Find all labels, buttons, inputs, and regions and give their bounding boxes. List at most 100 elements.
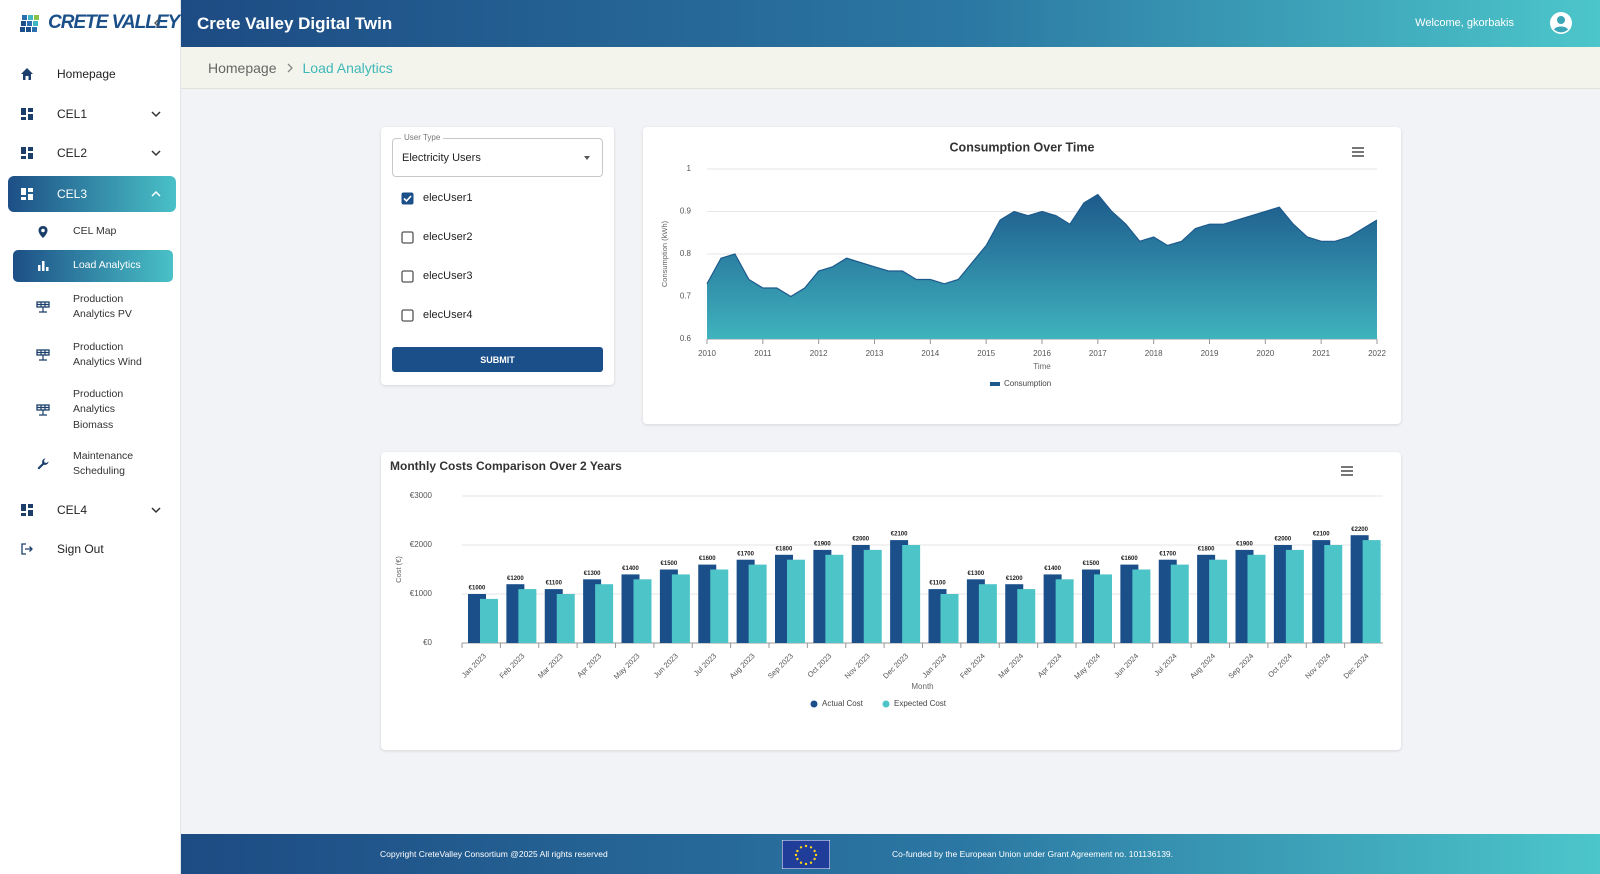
menu-item[interactable]: Sign Out [0,532,181,566]
collapse-button[interactable] [152,17,162,29]
dashboard-icon [21,504,33,516]
legend-label[interactable]: Actual Cost [822,699,864,708]
x-tick-label: Jan 2023 [460,651,488,679]
x-tick-label: Jul 2023 [692,651,718,677]
collapse-icon [151,190,161,197]
data-label: €1200 [507,576,524,582]
menu-item[interactable]: CEL4 [0,493,181,527]
checkbox[interactable] [401,269,414,283]
x-tick-label: Sep 2023 [766,651,795,680]
x-tick-label: Oct 2023 [805,651,833,679]
chart-title: Monthly Costs Comparison Over 2 Years [390,459,622,473]
y-tick-label: 0.9 [680,207,692,216]
checkbox-option[interactable]: elecUser4 [401,307,473,323]
data-label: €1100 [929,581,946,587]
submenu-item[interactable]: Production Analytics Biomass [0,385,181,435]
bar [902,545,921,643]
expand-icon [151,150,161,157]
expand-icon [151,507,161,514]
x-tick-label: Jun 2023 [652,651,680,679]
x-tick-label: 2022 [1368,349,1386,358]
legend-label[interactable]: Expected Cost [894,699,947,708]
x-tick-label: Jun 2024 [1112,651,1140,679]
x-tick-label: 2018 [1145,349,1163,358]
breadcrumb: Homepage Load Analytics [181,47,1600,89]
checkbox[interactable] [401,308,414,322]
checkbox[interactable] [401,230,414,244]
x-tick-label: Sep 2024 [1226,651,1255,680]
menu-item[interactable]: CEL3 [0,177,181,211]
user-avatar[interactable] [1549,11,1573,35]
panel-icon [36,349,50,361]
bar [1017,589,1036,643]
checkbox-option[interactable]: elecUser3 [401,268,473,284]
data-label: €1400 [622,566,639,572]
submenu-item[interactable]: CEL Map [0,222,181,242]
bar [748,564,767,643]
data-label: €1700 [737,551,754,557]
menu-item[interactable]: Homepage [0,57,181,91]
checkbox-option[interactable]: elecUser1 [401,190,473,206]
y-tick-label: 1 [687,164,692,173]
legend-swatch[interactable] [990,382,1000,386]
submenu-item[interactable]: Production Analytics Wind [0,338,181,372]
chart-card: Consumption Over Time 0.6 0.7 0.8 0.9 1 2010 20… [643,127,1401,424]
bar [1324,545,1343,643]
checkbox-option[interactable]: elecUser2 [401,229,473,245]
x-tick-label: Apr 2023 [575,651,603,679]
data-label: €1600 [699,556,716,562]
x-tick-label: Nov 2024 [1303,651,1332,680]
active-highlight [8,176,176,212]
x-axis-label: Time [1033,362,1051,371]
menu-item[interactable]: CEL1 [0,97,181,131]
bar-chart: Monthly Costs Comparison Over 2 Years €0 €… [390,459,1383,708]
checkbox[interactable] [401,192,414,205]
submenu-item[interactable]: Production Analytics PV [0,290,181,324]
y-tick-label: €2000 [410,540,433,549]
x-tick-label: Jan 2024 [920,651,948,679]
sidebar: CRETE VALLEY Homepage CEL1 CEL2 CEL3 CEL… [0,0,181,874]
breadcrumb-separator [287,63,293,72]
checkbox-label: elecUser3 [423,270,473,282]
checkbox-label: elecUser2 [423,231,473,243]
submenu-item[interactable]: Load Analytics [0,256,181,276]
legend-marker[interactable] [810,700,818,708]
area [707,194,1377,339]
copyright: Copyright CreteValley Consortium @2025 A… [380,849,608,859]
x-tick-label: 2017 [1089,349,1107,358]
bar [1285,549,1304,643]
menu-label: CEL2 [57,146,88,160]
legend-marker[interactable] [882,700,890,708]
data-label: €1700 [1159,551,1176,557]
bar [480,598,498,643]
legend-label[interactable]: Consumption [1004,379,1051,388]
user-type-select[interactable]: User Type Electricity Users [392,133,603,177]
bar [1132,569,1151,643]
welcome-text: Welcome, gkorbakis [1415,17,1514,29]
data-label: €1600 [1121,556,1138,562]
data-label: €2100 [1313,532,1330,538]
bar [595,584,614,643]
data-label: €1900 [1236,541,1253,547]
bar [825,554,844,643]
submenu-item[interactable]: Maintenance Scheduling [0,447,181,481]
submenu-label: Production Analytics PV [73,292,132,321]
submit-button[interactable]: SUBMIT [392,347,603,372]
header: Crete Valley Digital Twin Welcome, gkorb… [181,0,1600,47]
data-label: €2200 [1351,527,1368,533]
bar [940,594,959,643]
breadcrumb-link[interactable]: Homepage [208,59,277,76]
chart-menu-button[interactable] [1352,147,1364,157]
y-tick-label: 0.6 [680,334,692,343]
bar [710,569,729,643]
area-chart: Consumption Over Time 0.6 0.7 0.8 0.9 1 2010 20… [660,140,1386,388]
logo[interactable]: CRETE VALLEY [20,12,180,34]
panel-icon [36,301,50,313]
menu-item[interactable]: CEL2 [0,136,181,170]
data-label: €1500 [661,561,678,567]
x-tick-label: Feb 2024 [958,651,987,680]
select-legend: User Type [401,133,444,142]
chart-menu-button[interactable] [1341,466,1353,476]
